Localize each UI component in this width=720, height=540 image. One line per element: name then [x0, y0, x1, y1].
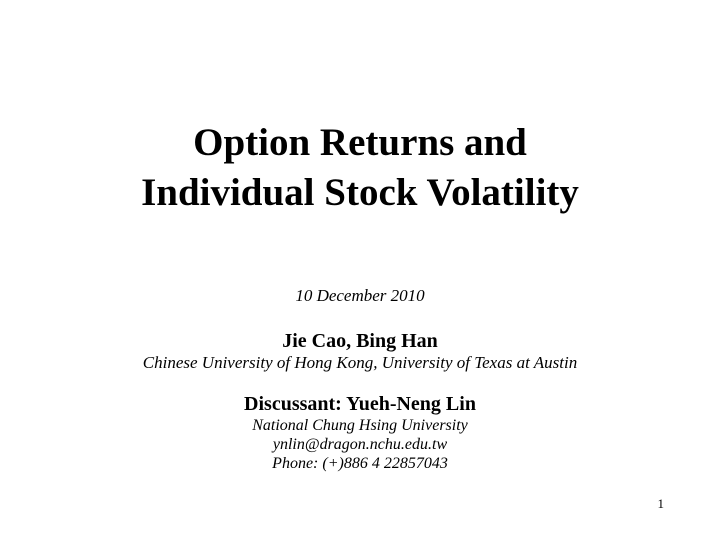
discussant-phone: Phone: (+)886 4 22857043: [272, 455, 448, 472]
discussant-name: Discussant: Yueh-Neng Lin: [244, 393, 476, 415]
title-line-2: Individual Stock Volatility: [141, 171, 579, 214]
author-affiliation: Chinese University of Hong Kong, Univers…: [142, 353, 578, 372]
slide-title: Option Returns and Individual Stock Vola…: [0, 118, 720, 218]
discussant-affiliation: National Chung Hsing University: [252, 417, 468, 434]
authors: Jie Cao, Bing Han: [282, 330, 438, 352]
title-line-1: Option Returns and: [193, 121, 527, 164]
presentation-date: 10 December 2010: [295, 286, 425, 305]
discussant-email: ynlin@dragon.nchu.edu.tw: [272, 436, 448, 453]
page-number: 1: [657, 496, 665, 511]
discussant-info: National Chung Hsing University ynlin@dr…: [0, 416, 720, 473]
